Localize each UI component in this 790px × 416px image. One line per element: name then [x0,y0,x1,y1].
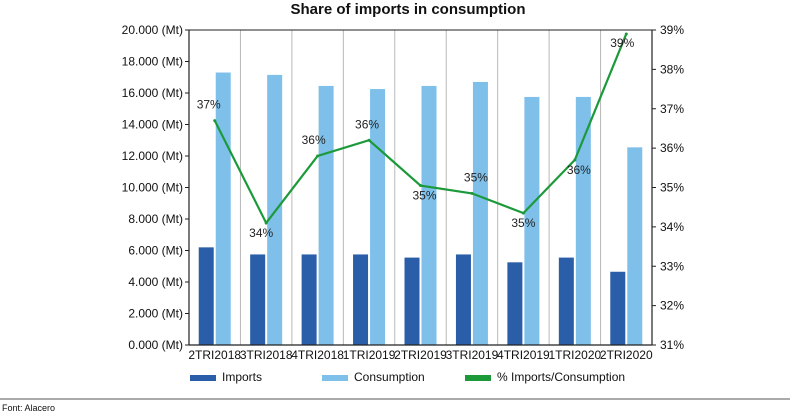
bar-imports [558,257,574,345]
bar-consumption [627,147,643,345]
y-tick-label-right: 32% [660,299,684,313]
y-tick-label-left: 0.000 (Mt) [128,338,183,352]
y-tick-label-left: 12.000 (Mt) [122,149,183,163]
line-point [316,154,320,158]
line-point [213,119,217,123]
bar-consumption [472,81,488,345]
y-tick-label-left: 10.000 (Mt) [122,181,183,195]
y-tick-label-left: 4.000 (Mt) [128,275,183,289]
bar-consumption [524,96,540,345]
legend-item-consumption: Consumption [322,370,425,384]
line-data-label: 39% [610,36,634,50]
line-data-label: 36% [302,133,326,147]
line-data-label: 36% [355,117,379,131]
x-tick-label: 3TRI2018 [240,348,293,362]
y-tick-label-left: 16.000 (Mt) [122,86,183,100]
line-point [573,158,577,162]
bar-consumption [267,74,283,345]
x-tick-label: 1TRI2020 [548,348,601,362]
bar-imports [455,254,471,345]
x-tick-label: 4TRI2018 [291,348,344,362]
legend-label: % Imports/Consumption [497,370,625,384]
bar-imports [507,262,523,345]
line-data-label: 35% [511,216,535,230]
plot-background [189,30,652,345]
y-tick-label-right: 35% [660,181,684,195]
bar-consumption [421,85,437,345]
y-tick-label-right: 37% [660,102,684,116]
legend-item-percent: % Imports/Consumption [465,370,625,384]
line-point [470,191,474,195]
y-tick-label-right: 33% [660,259,684,273]
bar-imports [198,247,214,345]
bar-consumption [318,85,334,345]
y-tick-label-left: 6.000 (Mt) [128,244,183,258]
y-tick-label-right: 34% [660,220,684,234]
x-tick-label: 3TRI2019 [446,348,499,362]
bar-imports [610,271,626,345]
line-data-label: 35% [464,170,488,184]
bar-imports [353,254,369,345]
x-tick-label: 2TRI2018 [188,348,241,362]
y-tick-label-right: 38% [660,62,684,76]
line-data-label: 36% [567,163,591,177]
x-tick-label: 1TRI2019 [343,348,396,362]
line-point [367,138,371,142]
legend-swatch [322,375,348,381]
legend-swatch [465,375,491,381]
line-data-label: 37% [197,98,221,112]
chart-title: Share of imports in consumption [290,1,525,18]
x-tick-label: 4TRI2019 [497,348,550,362]
plot-area: 0.000 (Mt) 2.000 (Mt) 4.000 (Mt) 6.000 (Mt)… [122,23,685,362]
bar-imports [404,257,420,345]
legend-label: Consumption [354,370,425,384]
line-point [419,184,422,188]
y-tick-label-left: 8.000 (Mt) [128,212,183,226]
line-data-label: 35% [412,189,436,203]
legend: Imports Consumption % Imports/Consumption [190,370,625,384]
legend-label: Imports [222,370,262,384]
bar-consumption [575,96,591,345]
y-tick-label-left: 20.000 (Mt) [122,23,183,37]
x-tick-label: 2TRI2020 [600,348,653,362]
y-tick-label-left: 2.000 (Mt) [128,307,183,321]
source-note: Font: Alacero [2,403,55,413]
bar-consumption [215,72,231,346]
legend-swatch [190,375,216,381]
x-tick-label: 2TRI2019 [394,348,447,362]
line-point [264,221,268,225]
bar-imports [301,254,317,345]
y-tick-label-right: 36% [660,141,684,155]
legend-item-imports: Imports [190,370,262,384]
bar-consumption [370,89,386,345]
bar-imports [250,254,266,345]
y-tick-label-left: 14.000 (Mt) [122,118,183,132]
line-point [624,32,628,36]
y-tick-label-right: 31% [660,338,684,352]
line-point [521,211,525,215]
y-tick-label-right: 39% [660,23,684,37]
y-tick-label-left: 18.000 (Mt) [122,55,183,69]
line-data-label: 34% [249,226,273,240]
